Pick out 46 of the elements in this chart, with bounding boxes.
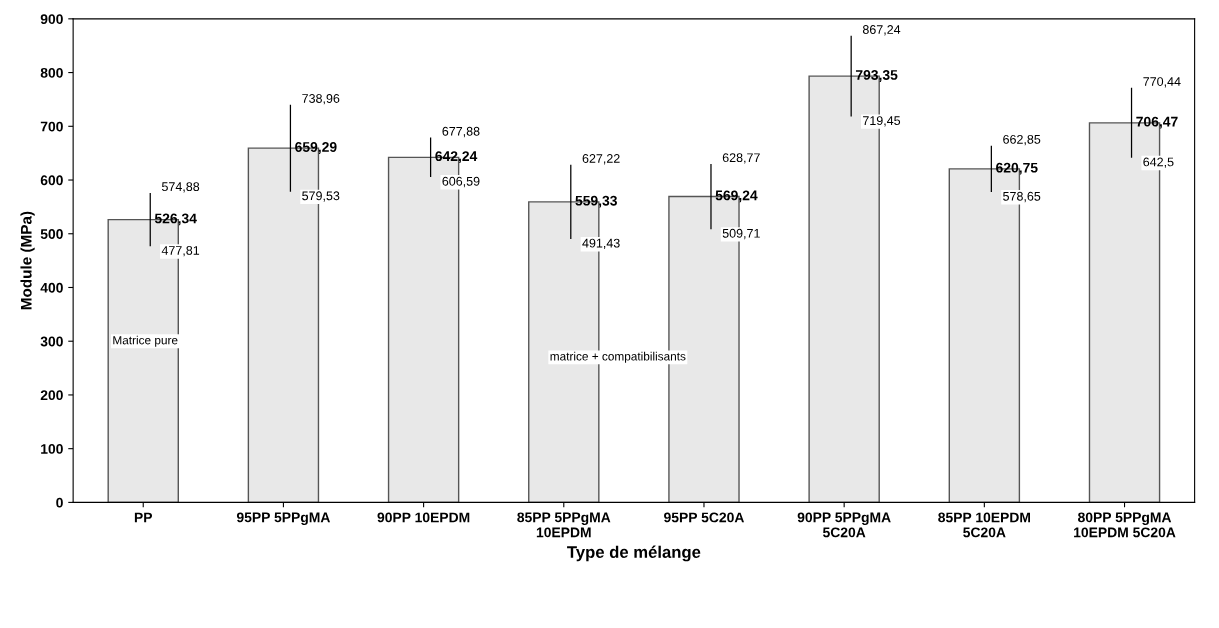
x-tick-label: 90PP 10EPDM — [377, 512, 470, 523]
annotation: 477,81 — [161, 246, 200, 257]
y-tick-label: 500 — [40, 229, 63, 239]
annotation: 491,43 — [582, 238, 620, 250]
y-tick-label: 700 — [40, 121, 63, 132]
y-tick-label: 800 — [40, 67, 63, 78]
data-label: 569,24 — [715, 190, 758, 203]
annotation: matrice + compatibilisants — [550, 351, 686, 363]
x-tick-label: 95PP 5PPgMA — [236, 512, 331, 526]
y-tick-label: 600 — [40, 175, 63, 186]
x-tick-label: 85PP 5PPgMA 10EPDM — [517, 512, 611, 538]
annotation: 574,88 — [161, 182, 200, 193]
x-tick-label: 90PP 5PPgMA 5C20A — [797, 512, 891, 538]
x-tick-label: PP — [134, 512, 153, 523]
y-tick-label: 900 — [40, 14, 63, 25]
y-tick-label: 300 — [40, 336, 63, 347]
x-tick-label: 85PP 10EPDM 5C20A — [938, 512, 1030, 538]
annotation: 642,5 — [1143, 157, 1174, 168]
data-label: 620,75 — [996, 162, 1038, 175]
y-tick-label: 0 — [56, 497, 63, 508]
annotation: 662,85 — [1003, 134, 1041, 146]
y-tick-label: 100 — [41, 444, 63, 454]
annotation: 738,96 — [302, 94, 340, 105]
annotation: 509,71 — [722, 228, 760, 240]
data-label: 659,29 — [295, 142, 337, 154]
x-tick-label: 95PP 5C20A — [664, 512, 745, 523]
data-label: 706,47 — [1136, 116, 1178, 129]
x-axis-title: Type de mélange — [567, 545, 701, 562]
data-label: 642,24 — [435, 151, 478, 164]
data-label: 559,33 — [575, 195, 617, 208]
annotation: 606,59 — [442, 176, 480, 188]
annotation: 867,24 — [862, 25, 901, 36]
annotation: 770,44 — [1143, 77, 1181, 88]
annotation: 578,65 — [1003, 191, 1041, 203]
annotation: 677,88 — [442, 126, 480, 138]
y-axis-title: Module (MPa) — [20, 211, 35, 310]
y-tick-label: 200 — [40, 390, 63, 401]
annotation: 579,53 — [302, 191, 340, 202]
annotation: 627,22 — [582, 154, 620, 165]
annotation: 628,77 — [722, 153, 760, 164]
data-label: 793,35 — [855, 70, 898, 82]
data-label: 526,34 — [154, 213, 197, 226]
x-tick-label: 80PP 5PPgMA 10EPDM 5C20A — [1074, 512, 1176, 538]
annotation: 719,45 — [863, 116, 901, 127]
y-tick-label: 400 — [40, 282, 63, 293]
annotation: Matrice pure — [113, 335, 178, 347]
